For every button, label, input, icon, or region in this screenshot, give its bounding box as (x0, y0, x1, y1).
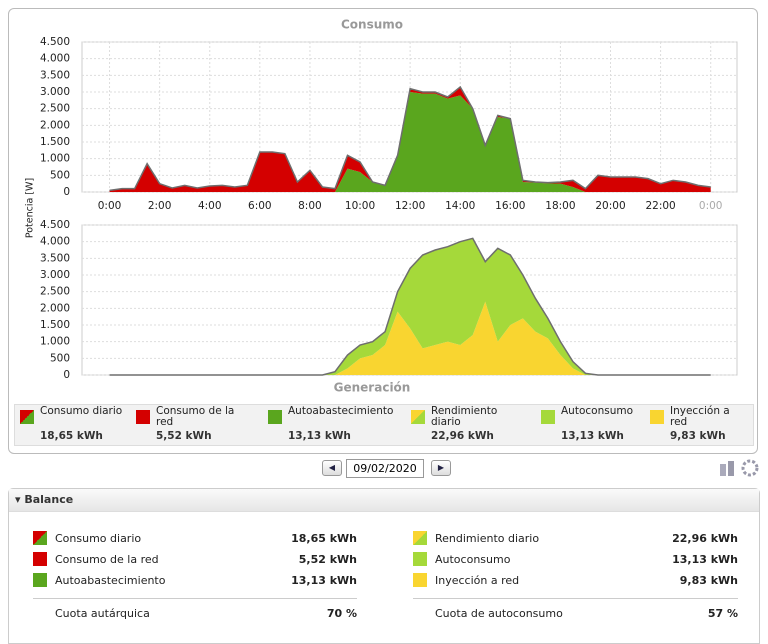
legend-value: 5,52 kWh (156, 430, 212, 442)
separator (413, 598, 738, 599)
x-tick-label: 16:00 (495, 200, 525, 212)
row-value: 18,65 kWh (291, 532, 357, 545)
legend-value: 22,96 kWh (431, 430, 494, 442)
chart-title: Consumo (341, 18, 403, 32)
date-field[interactable]: 09/02/2020 (346, 459, 424, 478)
swatch (20, 410, 34, 424)
y-tick-label: 3.500 (40, 252, 70, 264)
legend-label: Autoconsumo (561, 405, 634, 417)
row-label: Rendimiento diario (435, 532, 540, 545)
y-tick-label: 2.000 (40, 119, 70, 131)
y-tick-label: 500 (50, 352, 70, 364)
y-tick-label: 0 (63, 369, 70, 381)
x-tick-label: 18:00 (545, 200, 575, 212)
chart-title: Generación (334, 381, 411, 395)
y-tick-label: 4.000 (40, 53, 70, 65)
legend-label: Consumo de la red (156, 405, 235, 428)
y-tick-label: 1.000 (40, 336, 70, 348)
x-tick-label: 14:00 (445, 200, 475, 212)
row-label: Autoabastecimiento (55, 574, 166, 587)
x-tick-label: 6:00 (248, 200, 272, 212)
row-label: Inyección a red (435, 574, 520, 587)
y-tick-label: 2.000 (40, 302, 70, 314)
row-value: 13,13 kWh (291, 574, 357, 587)
y-tick-label: 3.500 (40, 69, 70, 81)
toolbar-icons[interactable] (718, 458, 762, 478)
y-tick-label: 4.000 (40, 236, 70, 248)
swatch (541, 410, 555, 424)
swatch (33, 552, 47, 566)
swatch (268, 410, 282, 424)
legend-label: Autoabastecimiento (288, 405, 394, 417)
swatch (411, 410, 425, 424)
x-tick-label: 8:00 (298, 200, 322, 212)
x-tick-label: 10:00 (345, 200, 375, 212)
next-day-button[interactable]: ▶ (431, 460, 451, 476)
total-line (109, 237, 711, 376)
y-tick-label: 0 (63, 186, 70, 198)
swatch (650, 410, 664, 424)
swatch (413, 531, 427, 545)
legend-label: Rendimiento diario (431, 405, 498, 428)
x-tick-label: 12:00 (395, 200, 425, 212)
row-label: Cuota autárquica (55, 607, 150, 620)
charts: Consumo 0 500 1.000 1.500 2.000 2.500 3.000 3.50… (25, 18, 738, 395)
prev-day-button[interactable]: ◀ (322, 460, 342, 476)
separator (33, 598, 357, 599)
swatch (33, 573, 47, 587)
y-tick-label: 1.500 (40, 136, 70, 148)
area (109, 301, 711, 375)
y-tick-label: 4.500 (40, 219, 70, 231)
x-tick-label: 0:00 (699, 200, 723, 212)
y-tick-label: 3.000 (40, 269, 70, 281)
legend-value: 13,13 kWh (561, 430, 624, 442)
row-value: 5,52 kWh (298, 553, 357, 566)
y-tick-label: 4.500 (40, 36, 70, 48)
swatch (33, 531, 47, 545)
y-tick-label: 500 (50, 169, 70, 181)
x-tick-label: 4:00 (198, 200, 222, 212)
balance-header[interactable]: ▾ Balance (9, 489, 759, 512)
swatch (413, 573, 427, 587)
y-axis-label: Potencia [W] (25, 178, 36, 238)
row-value: 9,83 kWh (679, 574, 738, 587)
swatch (413, 552, 427, 566)
legend-value: 13,13 kWh (288, 430, 351, 442)
area (109, 238, 711, 375)
x-tick-label: 22:00 (645, 200, 675, 212)
x-tick-label: 20:00 (595, 200, 625, 212)
y-tick-label: 2.500 (40, 103, 70, 115)
row-label: Consumo diario (55, 532, 142, 545)
y-tick-label: 2.500 (40, 286, 70, 298)
row-value: 57 % (707, 607, 738, 620)
legend-label: Inyección a red (670, 405, 730, 428)
row-value: 70 % (326, 607, 357, 620)
x-tick-label: 0:00 (98, 200, 122, 212)
row-label: Cuota de autoconsumo (435, 607, 563, 620)
x-tick-label: 2:00 (148, 200, 172, 212)
y-tick-label: 1.500 (40, 319, 70, 331)
y-tick-label: 3.000 (40, 86, 70, 98)
row-label: Autoconsumo (435, 553, 511, 566)
swatch (136, 410, 150, 424)
total-line (109, 85, 711, 192)
row-label: Consumo de la red (55, 553, 159, 566)
legend-value: 9,83 kWh (670, 430, 726, 442)
area (109, 92, 711, 192)
legend-value: 18,65 kWh (40, 430, 103, 442)
balance-title: Balance (24, 493, 74, 506)
y-tick-label: 1.000 (40, 153, 70, 165)
row-value: 13,13 kWh (672, 553, 738, 566)
legend-label: Consumo diario (40, 405, 123, 417)
row-value: 22,96 kWh (672, 532, 738, 545)
area (109, 87, 711, 192)
